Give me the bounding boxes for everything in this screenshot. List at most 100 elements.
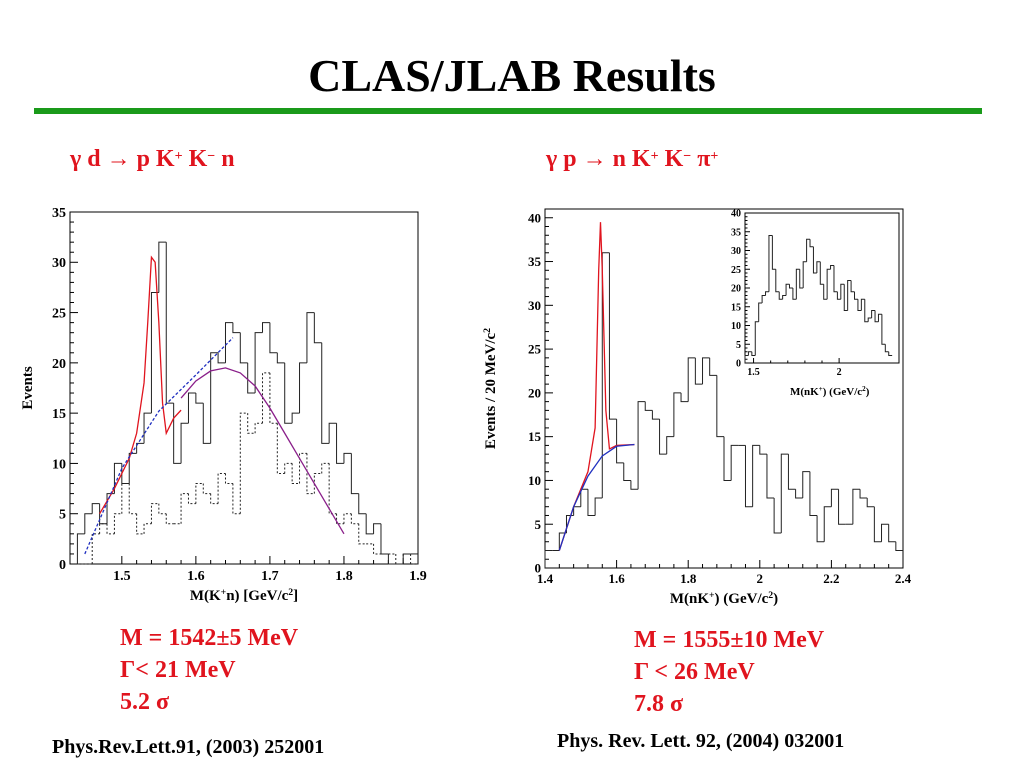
right-fit-background <box>558 443 635 551</box>
left-bin-dotted <box>106 523 115 535</box>
inset-ytick-label: 5 <box>736 340 741 351</box>
left-bin-dotted <box>136 513 145 535</box>
left-bin-solid <box>276 352 285 364</box>
left-bin-solid <box>202 403 211 444</box>
inset-bin-solid <box>867 317 872 322</box>
right-bin-solid <box>787 454 796 490</box>
left-bin-solid <box>269 322 278 354</box>
left-bin-solid <box>99 503 108 525</box>
left-bin-dotted <box>306 453 315 495</box>
inset-bin-solid <box>744 355 749 363</box>
left-bin-dotted <box>313 472 322 494</box>
inset-xtick-label: 2 <box>837 367 842 378</box>
right-xtick-label: 2.4 <box>895 571 912 586</box>
right-bin-solid <box>816 515 825 543</box>
left-bin-dotted <box>247 413 256 434</box>
left-results: M = 1542±5 MeV Γ< 21 MeV 5.2 σ <box>120 622 298 718</box>
right-ytick-label: 40 <box>528 210 541 225</box>
left-bin-solid <box>350 453 359 495</box>
right-bin-solid <box>558 532 567 551</box>
right-bin-solid <box>666 436 674 455</box>
left-ytick-label: 20 <box>52 357 66 372</box>
left-fit-background <box>180 367 345 535</box>
left-reaction-arrow: → <box>106 146 131 172</box>
right-inset-histogram: 0 5 10 15 20 25 30 35 40 1.5 2 M(nK+) (GeV/c2) <box>731 209 900 398</box>
right-bin-solid <box>659 419 667 455</box>
left-bin-dotted <box>350 513 359 525</box>
right-bin-solid <box>608 252 617 420</box>
right-reaction-mid2: K <box>658 146 684 172</box>
inset-bin-solid <box>847 280 852 311</box>
right-reference: Phys. Rev. Lett. 92, (2004) 032001 <box>557 730 845 752</box>
inset-bin-solid <box>802 261 807 288</box>
inset-bin-solid <box>826 268 831 300</box>
left-bin-solid <box>195 393 204 404</box>
inset-bin-solid <box>788 284 793 289</box>
left-bin-solid <box>306 312 315 363</box>
right-bin-solid <box>673 392 682 437</box>
left-bin-dotted <box>121 483 130 514</box>
left-bin-solid <box>254 332 263 394</box>
right-reaction-mid: n K <box>606 146 651 172</box>
left-ytick-label: 30 <box>52 256 66 271</box>
right-result-mass: M = 1555±10 MeV <box>634 627 825 653</box>
inset-bin-solid <box>771 235 776 270</box>
right-bin-solid <box>752 444 760 507</box>
left-bin-dotted <box>180 493 189 524</box>
left-bin-dotted <box>239 412 248 514</box>
inset-bin-solid <box>782 295 787 300</box>
right-bin-solid <box>601 252 610 498</box>
inset-bin-solid <box>836 291 841 300</box>
inset-frame <box>744 212 900 364</box>
left-bin-solid <box>91 503 100 514</box>
right-bin-solid <box>773 497 782 534</box>
left-bin-dotted <box>165 513 174 525</box>
right-bin-solid <box>637 401 646 490</box>
left-bin-solid <box>239 332 248 364</box>
left-ytick-label: 25 <box>52 306 66 321</box>
inset-bin-solid <box>809 239 814 248</box>
inset-bin-solid <box>816 261 821 273</box>
right-bin-solid <box>616 419 624 464</box>
inset-bin-solid <box>806 238 811 262</box>
left-bin-solid <box>173 403 182 464</box>
left-ytick-label: 10 <box>52 457 66 472</box>
left-bin-dotted <box>232 483 241 515</box>
right-xtick-label: 1.4 <box>537 571 554 586</box>
left-bin-solid <box>284 362 293 424</box>
right-ytick-label: 5 <box>535 517 542 532</box>
left-ytick-label: 15 <box>52 407 66 422</box>
inset-bin-solid <box>792 288 797 300</box>
left-bin-solid <box>217 352 226 364</box>
inset-ytick-label: 10 <box>731 321 741 332</box>
left-bin-solid <box>373 523 381 534</box>
left-bin-solid <box>84 513 93 534</box>
left-result-significance: 5.2 σ <box>120 689 170 715</box>
right-bin-solid <box>795 489 803 499</box>
left-bin-solid <box>343 452 352 464</box>
inset-bin-solid <box>751 351 756 356</box>
left-bin-solid <box>380 523 389 555</box>
inset-xlabel: M(nK+) (GeV/c2) <box>790 385 870 398</box>
left-bin-solid <box>187 392 196 424</box>
left-bin-dotted <box>91 533 100 564</box>
left-bin-dotted <box>284 462 293 474</box>
inset-bin-solid <box>758 302 763 322</box>
right-bin-solid <box>709 357 717 376</box>
left-reaction-sup1: + <box>174 149 183 164</box>
left-bin-solid <box>136 442 145 454</box>
right-bin-solid <box>630 480 639 490</box>
left-bin-dotted <box>113 513 122 534</box>
left-bin-solid <box>402 553 411 564</box>
left-ytick-label: 5 <box>59 508 66 523</box>
left-bin-dotted <box>321 462 330 474</box>
right-ylabel: Events / 20 MeV/c2 <box>482 328 500 449</box>
left-reaction-sup2: − <box>207 149 216 164</box>
right-bin-solid <box>594 497 603 516</box>
right-bin-solid <box>651 410 660 420</box>
right-bin-solid <box>830 488 839 507</box>
right-bin-solid <box>759 445 767 455</box>
inset-bin-solid <box>778 291 783 300</box>
left-ytick-label: 35 <box>52 206 66 221</box>
